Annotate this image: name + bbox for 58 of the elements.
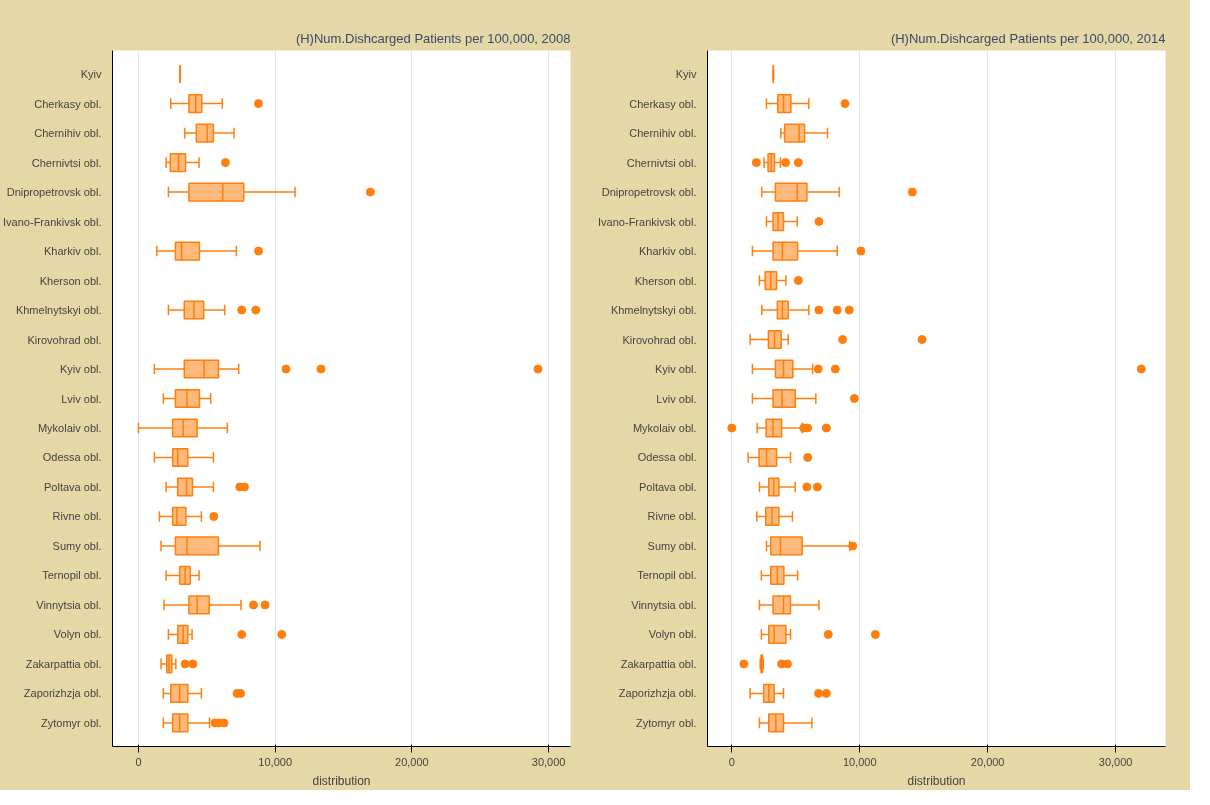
y-tick-label: Khmelnytskyi obl. (15, 304, 102, 317)
y-tick-label: Dnipropetrovsk obl. (601, 186, 697, 199)
y-tick-label: Cherkasy obl. (34, 97, 102, 110)
x-tick-label: 10,000 (258, 755, 293, 768)
y-tick-label: Ternopil obl. (42, 569, 102, 582)
y-tick-label: Poltava obl. (44, 480, 102, 493)
y-tick-label: Mykolaiv obl. (37, 421, 102, 434)
y-tick-label: Zaporizhzja obl. (23, 687, 102, 700)
y-tick-label: Sumy obl. (52, 539, 102, 552)
chart-title: (H)Num.Dishcarged Patients per 100,000, 2008 (295, 30, 571, 46)
y-tick-label: Dnipropetrovsk obl. (6, 186, 102, 199)
x-tick-label: 30,000 (531, 755, 566, 768)
y-tick-label: Zytomyr obl. (40, 716, 102, 729)
x-axis-title: distribution (907, 773, 966, 788)
y-tick-label: Kherson obl. (634, 274, 697, 287)
y-tick-label: Vinnytsia obl. (631, 598, 697, 611)
chart-title: (H)Num.Dishcarged Patients per 100,000, 2014 (890, 30, 1166, 46)
y-tick-label: Chernihiv obl. (34, 127, 102, 140)
y-tick-label: Kherson obl. (39, 274, 102, 287)
y-tick-label: Kharkiv obl. (639, 245, 697, 258)
x-tick-label: 0 (728, 755, 735, 768)
y-tick-label: Ivano-Frankivsk obl. (3, 215, 102, 228)
x-tick-label: 30,000 (1098, 755, 1133, 768)
x-tick-label: 20,000 (395, 755, 429, 768)
y-tick-label: Chernihiv obl. (629, 127, 697, 140)
y-tick-label: Ivano-Frankivsk obl. (598, 215, 697, 228)
y-tick-label: Poltava obl. (639, 480, 697, 493)
y-tick-label: Kharkiv obl. (44, 245, 102, 258)
y-tick-label: Zaporizhzja obl. (618, 687, 697, 700)
y-tick-label: Odessa obl. (637, 451, 697, 464)
y-tick-label: Kyiv (80, 68, 102, 81)
y-tick-label: Kirovohrad obl. (622, 333, 697, 346)
x-axis-title: distribution (312, 773, 371, 788)
y-tick-label: Vinnytsia obl. (36, 598, 102, 611)
y-tick-label: Odessa obl. (42, 451, 102, 464)
y-tick-label: Zakarpattia obl. (620, 657, 697, 670)
y-tick-label: Kyiv (675, 68, 697, 81)
y-tick-label: Cherkasy obl. (629, 97, 697, 110)
y-tick-label: Rivne obl. (647, 510, 697, 523)
y-tick-label: Volyn obl. (53, 628, 102, 641)
y-tick-label: Lviv obl. (61, 392, 102, 405)
y-tick-label: Rivne obl. (52, 510, 102, 523)
y-tick-label: Chernivtsi obl. (626, 156, 697, 169)
y-tick-label: Khmelnytskyi obl. (610, 304, 697, 317)
y-tick-label: Ternopil obl. (637, 569, 697, 582)
x-tick-label: 20,000 (970, 755, 1005, 768)
y-tick-label: Mykolaiv obl. (632, 421, 697, 434)
y-tick-label: Kyiv obl. (654, 363, 697, 376)
y-tick-label: Zakarpattia obl. (25, 657, 102, 670)
y-tick-label: Kyiv obl. (59, 363, 102, 376)
y-tick-label: Zytomyr obl. (635, 716, 697, 729)
y-tick-label: Sumy obl. (647, 539, 697, 552)
x-tick-label: 10,000 (842, 755, 877, 768)
y-tick-label: Lviv obl. (656, 392, 697, 405)
y-tick-label: Kirovohrad obl. (27, 333, 102, 346)
y-tick-label: Chernivtsi obl. (31, 156, 102, 169)
y-tick-label: Volyn obl. (648, 628, 697, 641)
x-tick-label: 0 (135, 755, 142, 768)
